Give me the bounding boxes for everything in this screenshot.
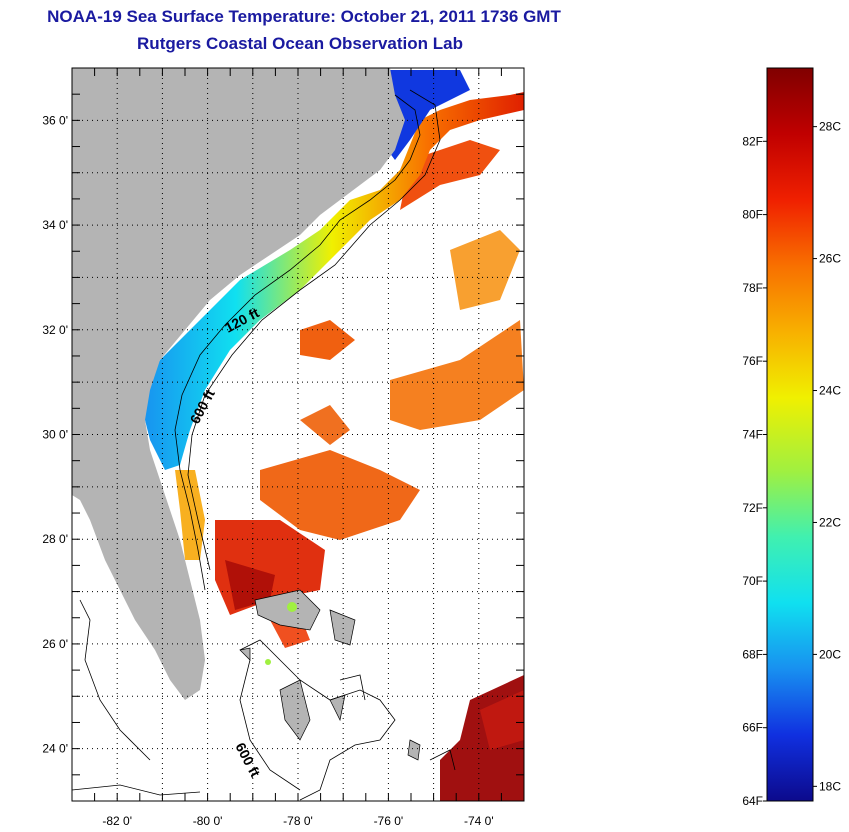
lat-tick-label: 28 0' [42,532,68,546]
colorbar-label-f: 68F [742,647,763,661]
lon-tick-label: -82 0' [102,814,132,828]
colorbar-label-c: 20C [819,647,841,661]
colorbar-label-f: 82F [742,134,763,148]
sst-coastal-shelf [140,70,524,560]
lat-tick-label: 24 0' [42,742,68,756]
colorbar-label-f: 66F [742,721,763,735]
colorbar-label-c: 18C [819,779,841,793]
frame-ticks [71,67,525,802]
colorbar-fahrenheit-labels: 82F 80F 78F 76F 74F 72F 70F 68F 66F 64F [742,134,763,808]
lon-labels: -82 0' -80 0' -78 0' -76 0' -74 0' [102,814,493,828]
sst-southeast-warm-pool [440,675,524,801]
lat-tick-label: 26 0' [42,637,68,651]
sst-bahamas-spots [265,602,297,665]
lon-tick-label: -74 0' [464,814,494,828]
lat-tick-label: 32 0' [42,323,68,337]
lon-tick-label: -76 0' [374,814,404,828]
colorbar-label-f: 76F [742,354,763,368]
colorbar-ticks [763,126,817,802]
lat-tick-label: 34 0' [42,218,68,232]
colorbar-label-f: 80F [742,208,763,222]
bahamas-land [239,589,421,761]
colorbar-label-c: 28C [819,120,841,134]
lon-tick-label: -78 0' [283,814,313,828]
colorbar-celsius-labels: 28C 26C 24C 22C 20C 18C [819,120,841,794]
colorbar-label-f: 70F [742,574,763,588]
us-southeast-land [72,68,405,700]
colorbar-label-f: 74F [742,428,763,442]
colorbar [766,67,814,802]
colorbar-label-c: 26C [819,252,841,266]
colorbar-label-f: 78F [742,281,763,295]
bathymetry-contours [72,89,456,801]
colorbar-label-c: 24C [819,384,841,398]
lat-tick-label: 36 0' [42,113,68,127]
map-title: NOAA-19 Sea Surface Temperature: October… [47,7,561,26]
colorbar-label-f: 64F [742,794,763,808]
lon-tick-label: -80 0' [193,814,223,828]
map-subtitle: Rutgers Coastal Ocean Observation Lab [137,34,463,53]
lat-labels: 36 0' 34 0' 32 0' 30 0' 28 0' 26 0' 24 0' [42,113,68,755]
colorbar-label-f: 72F [742,501,763,515]
colorbar-label-c: 22C [819,515,841,529]
graticule [72,68,524,801]
lat-tick-label: 30 0' [42,428,68,442]
